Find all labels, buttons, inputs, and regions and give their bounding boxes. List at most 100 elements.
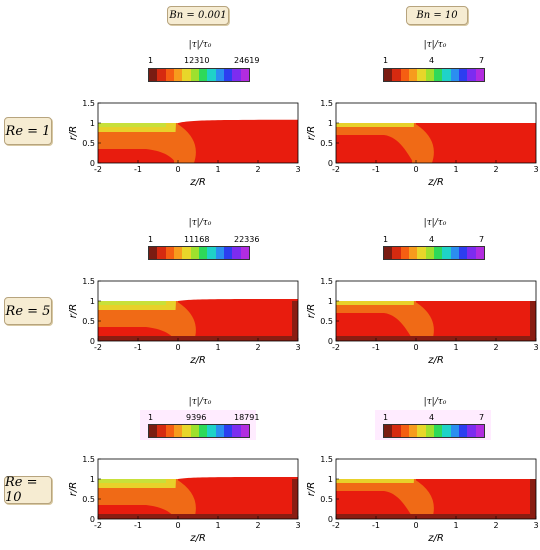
region-wall-layer xyxy=(98,123,176,132)
colorbar-swatch xyxy=(149,247,158,259)
y-axis-label: r/R xyxy=(68,482,79,496)
y-tick-label: 1.5 xyxy=(320,455,333,464)
colorbar-ticks: 1 4 7 xyxy=(383,413,485,422)
x-axis-label: z/R xyxy=(427,177,444,188)
x-tick-label: 2 xyxy=(493,521,498,530)
colorbar-swatch xyxy=(408,425,418,437)
colorbar-swatch xyxy=(149,425,158,437)
colorbar-swatch xyxy=(232,425,241,437)
y-tick-label: 1 xyxy=(328,475,333,484)
colorbar-swatch xyxy=(467,425,476,437)
row-label-re-5: Re = 5 xyxy=(4,297,52,325)
colorbar-swatch xyxy=(433,425,443,437)
colorbar-swatch xyxy=(173,69,183,81)
contour-plot: -2 -1 0 1 2 3 0 0.5 1 1.5 z/R r/R xyxy=(306,277,539,366)
region-wall-peak xyxy=(98,123,166,127)
colorbar-swatch xyxy=(223,425,233,437)
colorbar-swatch xyxy=(215,247,224,259)
region-axis-band xyxy=(98,514,298,519)
y-tick-label: 0.5 xyxy=(320,139,333,148)
colorbar-swatch xyxy=(182,69,191,81)
colorbar-swatch xyxy=(182,425,191,437)
x-tick-label: 2 xyxy=(255,343,260,352)
colorbar-swatch xyxy=(198,247,208,259)
x-tick-label: 2 xyxy=(493,343,498,352)
x-tick-label: -1 xyxy=(134,165,142,174)
x-tick-label: 0 xyxy=(175,343,180,352)
colorbar-title: |τ|/τ₀ xyxy=(423,397,447,407)
y-axis-label: r/R xyxy=(68,304,79,318)
y-tick-label: 0 xyxy=(90,337,95,346)
colorbar-swatch xyxy=(475,69,484,81)
y-tick-label: 1 xyxy=(328,297,333,306)
column-label-bn-low: Bn = 0.001 xyxy=(167,6,229,25)
colorbar-ticks: 1 4 7 xyxy=(383,235,485,244)
colorbar xyxy=(383,68,485,82)
contour-plot: -2 -1 0 1 2 3 0 0.5 1 1.5 z/R r/R xyxy=(306,99,539,188)
colorbar-swatch xyxy=(417,69,426,81)
axes-frame xyxy=(97,280,299,342)
colorbar-swatch xyxy=(384,247,393,259)
x-tick-label: -1 xyxy=(372,165,380,174)
y-axis-label: r/R xyxy=(306,304,317,318)
x-tick-label: -1 xyxy=(134,521,142,530)
region-exit xyxy=(174,301,196,341)
colorbar-swatch xyxy=(157,247,166,259)
region-axis-band xyxy=(336,336,536,341)
region-outlet-band xyxy=(292,301,298,341)
y-tick-label: 1.5 xyxy=(320,277,333,286)
region-axis-band xyxy=(98,336,298,341)
colorbar-swatch xyxy=(190,247,199,259)
colorbar-swatch xyxy=(240,247,249,259)
x-tick-label: 3 xyxy=(533,165,538,174)
colorbar-swatch xyxy=(417,425,426,437)
region-axis-band xyxy=(336,514,536,519)
colorbar-swatch xyxy=(190,425,199,437)
colorbar-ticks: 1 4 7 xyxy=(383,56,485,65)
x-tick-label: 0 xyxy=(175,165,180,174)
x-tick-label: -1 xyxy=(134,343,142,352)
y-tick-label: 1 xyxy=(90,297,95,306)
colorbar-swatch xyxy=(425,425,434,437)
region-core xyxy=(336,313,414,341)
colorbar xyxy=(383,424,485,438)
colorbar-swatch xyxy=(182,247,191,259)
region-exit xyxy=(412,123,434,163)
colorbar-swatch xyxy=(433,247,443,259)
row-label-re-1: Re = 1 xyxy=(4,117,52,145)
x-axis-label: z/R xyxy=(189,355,206,366)
y-tick-label: 0.5 xyxy=(82,139,95,148)
colorbar-swatch xyxy=(417,247,426,259)
x-tick-label: 1 xyxy=(453,343,458,352)
x-tick-label: 0 xyxy=(413,521,418,530)
column-label-bn-high: Bn = 10 xyxy=(406,6,468,25)
x-axis-label: z/R xyxy=(189,177,206,188)
region-exit xyxy=(412,301,434,341)
x-tick-label: 1 xyxy=(215,521,220,530)
y-tick-label: 0 xyxy=(328,515,333,524)
region-exit xyxy=(174,123,196,163)
colorbar-swatch xyxy=(173,247,183,259)
x-tick-label: 2 xyxy=(255,521,260,530)
region-core xyxy=(336,135,414,163)
colorbar-swatch xyxy=(392,247,401,259)
x-tick-label: 2 xyxy=(255,165,260,174)
colorbar-swatch xyxy=(173,425,183,437)
contour-plot: -2 -1 0 1 2 3 0 0.5 1 1.5 z/R r/R xyxy=(68,99,301,188)
x-tick-label: 3 xyxy=(295,343,300,352)
colorbar-swatch xyxy=(458,425,468,437)
region-outlet-band xyxy=(292,479,298,519)
colorbar-swatch xyxy=(223,247,233,259)
axes-frame xyxy=(97,458,299,520)
colorbar-swatch xyxy=(392,425,401,437)
y-tick-label: 0.5 xyxy=(320,495,333,504)
y-tick-label: 0 xyxy=(90,515,95,524)
region-outlet-band xyxy=(530,479,536,519)
x-tick-label: -1 xyxy=(372,521,380,530)
y-tick-label: 1.5 xyxy=(82,455,95,464)
colorbar-swatch xyxy=(392,69,401,81)
y-tick-label: 1 xyxy=(90,475,95,484)
colorbar-swatch xyxy=(190,69,199,81)
x-tick-label: 1 xyxy=(215,165,220,174)
x-axis-label: z/R xyxy=(427,355,444,366)
